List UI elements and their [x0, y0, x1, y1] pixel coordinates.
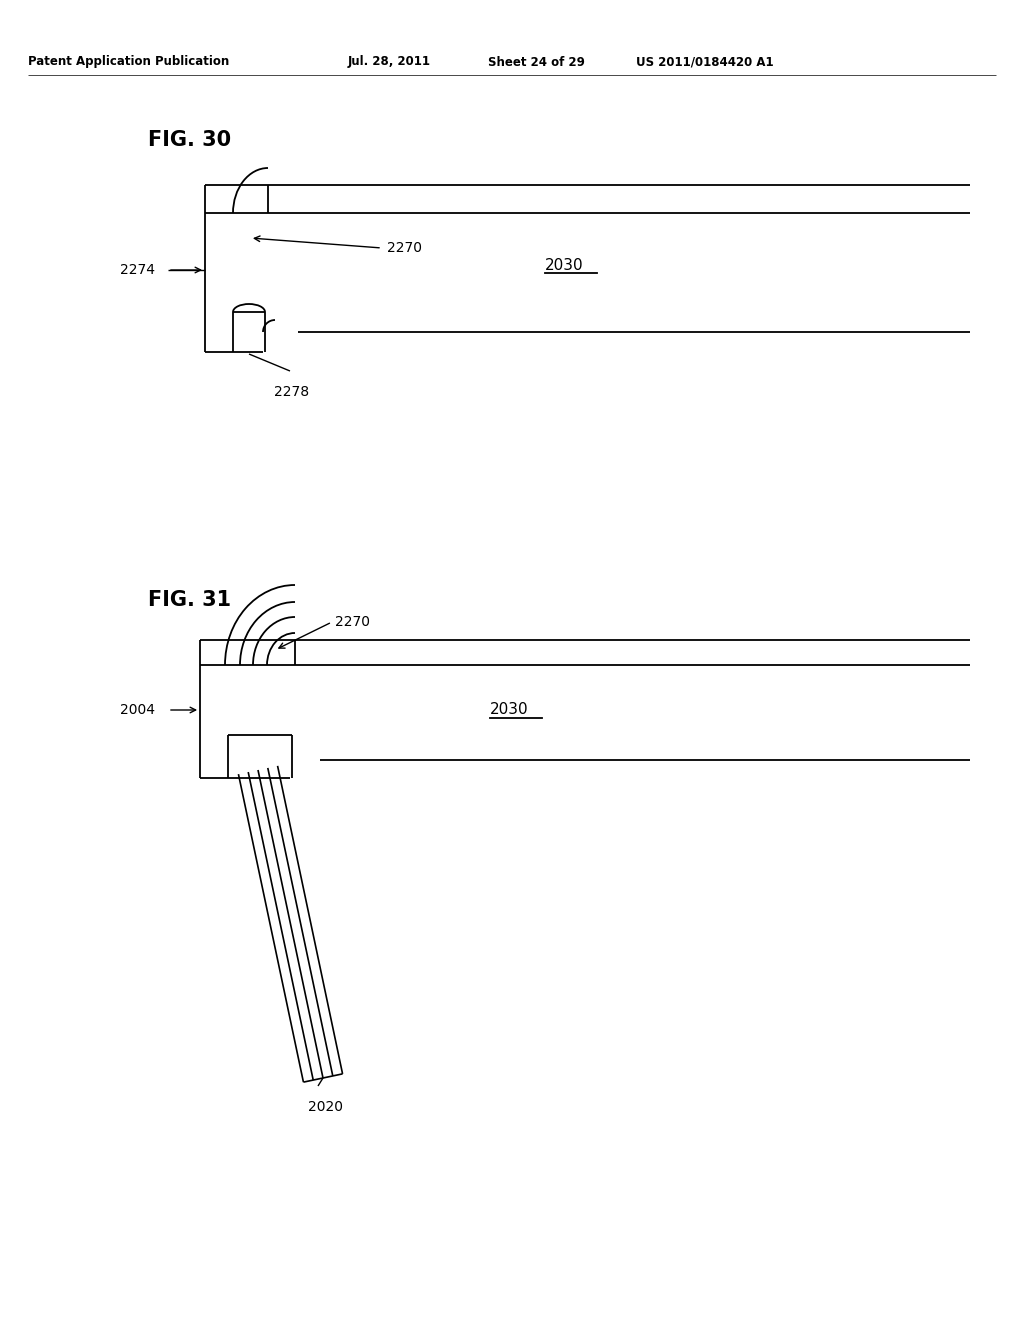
Text: 2274: 2274	[120, 263, 155, 277]
Text: 2278: 2278	[274, 385, 309, 399]
Text: FIG. 31: FIG. 31	[148, 590, 231, 610]
Text: US 2011/0184420 A1: US 2011/0184420 A1	[636, 55, 773, 69]
Text: 2030: 2030	[490, 702, 528, 718]
Text: Patent Application Publication: Patent Application Publication	[28, 55, 229, 69]
Text: 2020: 2020	[308, 1100, 343, 1114]
Text: Sheet 24 of 29: Sheet 24 of 29	[488, 55, 585, 69]
Text: FIG. 30: FIG. 30	[148, 129, 231, 150]
Text: 2030: 2030	[545, 257, 584, 272]
Text: 2270: 2270	[335, 615, 370, 630]
Text: 2270: 2270	[387, 242, 422, 255]
Text: Jul. 28, 2011: Jul. 28, 2011	[348, 55, 431, 69]
Text: 2004: 2004	[120, 704, 155, 717]
